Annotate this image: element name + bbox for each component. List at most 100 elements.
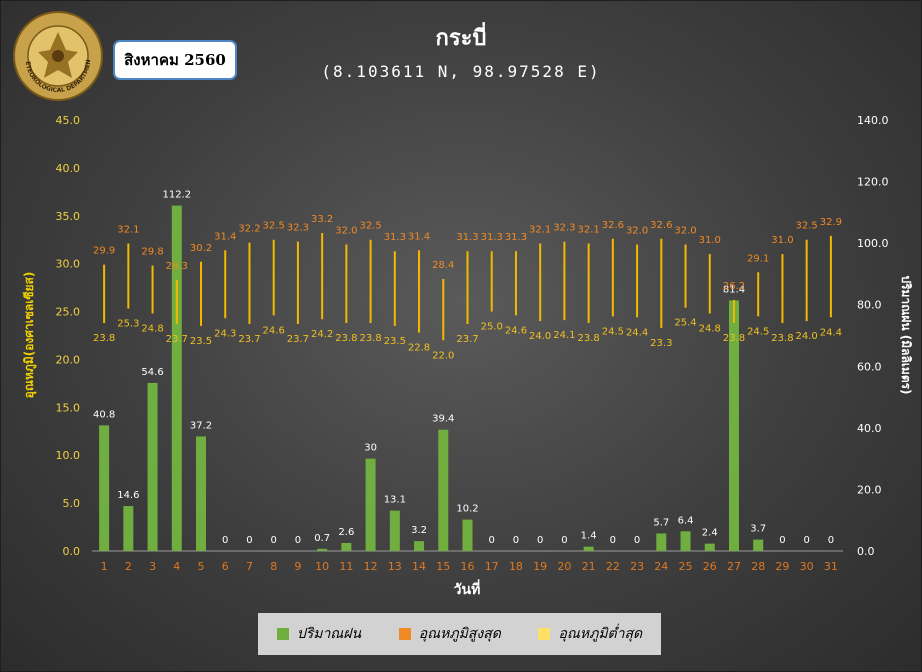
x-tick-label: 2	[125, 560, 132, 573]
tmin-data-label: 25.3	[117, 319, 139, 330]
tmax-data-label: 32.2	[238, 224, 260, 235]
rain-data-label: 0	[246, 535, 252, 546]
tmax-data-label: 32.0	[626, 226, 648, 237]
rain-data-label: 112.2	[162, 190, 191, 201]
rain-data-label: 2.6	[338, 527, 354, 538]
tmax-data-label: 26.2	[723, 281, 745, 292]
tmax-data-label: 31.4	[214, 231, 236, 242]
tmax-data-label: 32.0	[674, 226, 696, 237]
rain-data-label: 81.4	[723, 284, 745, 295]
y-right-tick-label: 80.0	[857, 299, 882, 312]
rain-bar	[656, 533, 667, 551]
tmax-data-label: 32.1	[117, 225, 139, 236]
y-left-tick-label: 25.0	[56, 306, 81, 319]
tmax-data-label: 32.6	[650, 220, 672, 231]
rain-bar	[171, 205, 182, 551]
tmax-data-label: 32.5	[263, 221, 285, 232]
x-tick-label: 7	[246, 560, 253, 573]
legend-label-rain: ปริมาณฝน	[296, 626, 362, 642]
rain-data-label: 30	[364, 443, 377, 454]
x-tick-label: 10	[315, 560, 329, 573]
tmin-data-label: 24.8	[699, 323, 721, 334]
x-tick-label: 9	[294, 560, 301, 573]
rain-bar	[704, 543, 715, 551]
y-left-tick-label: 30.0	[56, 258, 81, 271]
tmin-data-label: 23.7	[238, 334, 260, 345]
rain-bar	[728, 300, 739, 551]
tmin-data-label: 24.6	[505, 325, 527, 336]
rain-data-label: 2.4	[702, 528, 718, 539]
rain-bar	[414, 541, 425, 551]
tmax-data-label: 29.9	[93, 246, 115, 257]
tmin-data-label: 24.3	[214, 328, 236, 339]
tmax-data-label: 32.5	[796, 221, 818, 232]
x-tick-label: 11	[339, 560, 353, 573]
legend-swatch-rain	[276, 628, 289, 640]
rain-data-label: 0	[561, 535, 567, 546]
tmax-data-label: 33.2	[311, 214, 333, 225]
x-tick-label: 28	[751, 560, 765, 573]
x-tick-label: 19	[533, 560, 547, 573]
tmin-data-label: 24.4	[626, 327, 648, 338]
legend: ปริมาณฝน อุณหภูมิสูงสุด อุณหภูมิต่ำสุด	[258, 613, 661, 655]
rain-data-label: 40.8	[93, 409, 115, 420]
y-left-tick-label: 10.0	[56, 449, 81, 462]
rain-data-label: 0	[513, 535, 519, 546]
y-axis-right-label: ปริมาณฝน (มิลลิเมตร)	[899, 275, 913, 394]
rain-bar	[389, 510, 400, 551]
tmin-data-label: 24.4	[820, 327, 842, 338]
x-tick-label: 29	[775, 560, 789, 573]
rain-bar	[753, 539, 764, 551]
tmax-data-label: 31.3	[456, 232, 478, 243]
legend-label-tmax: อุณหภูมิสูงสุด	[418, 626, 501, 642]
tmin-data-label: 23.8	[93, 333, 115, 344]
x-tick-label: 27	[727, 560, 741, 573]
tmax-data-label: 31.0	[771, 235, 793, 246]
legend-item-tmin: อุณหภูมิต่ำสุด	[538, 623, 642, 645]
tmax-data-label: 31.3	[481, 232, 503, 243]
rain-data-label: 0	[222, 535, 228, 546]
x-tick-label: 17	[485, 560, 499, 573]
x-tick-label: 18	[509, 560, 523, 573]
rain-data-label: 13.1	[384, 495, 406, 506]
rain-data-label: 0	[828, 535, 834, 546]
x-tick-label: 31	[824, 560, 838, 573]
x-tick-label: 1	[101, 560, 108, 573]
rain-bar	[438, 429, 449, 551]
y-right-tick-label: 60.0	[857, 360, 882, 373]
legend-swatch-tmax	[398, 628, 411, 640]
rain-bar	[317, 548, 328, 551]
chart-title: กระบี่	[435, 26, 487, 51]
tmax-data-label: 32.9	[820, 217, 842, 228]
axes-group: 0.05.010.015.020.025.030.035.040.045.00.…	[56, 114, 889, 573]
rain-bar	[583, 546, 594, 551]
tmin-data-label: 24.5	[747, 326, 769, 337]
tmax-data-label: 31.4	[408, 231, 430, 242]
x-tick-label: 22	[606, 560, 620, 573]
y-left-tick-label: 40.0	[56, 162, 81, 175]
tmin-data-label: 24.0	[529, 331, 551, 342]
x-tick-label: 16	[461, 560, 475, 573]
tmin-data-label: 23.7	[166, 334, 188, 345]
y-right-tick-label: 100.0	[857, 237, 889, 250]
y-right-tick-label: 140.0	[857, 114, 889, 127]
y-right-tick-label: 0.0	[857, 545, 875, 558]
rain-data-label: 0	[610, 535, 616, 546]
x-tick-label: 3	[149, 560, 156, 573]
tmin-data-label: 25.4	[674, 318, 696, 329]
y-left-tick-label: 5.0	[63, 497, 81, 510]
rain-data-label: 0.7	[314, 533, 330, 544]
rain-data-label: 37.2	[190, 420, 212, 431]
tmin-data-label: 24.5	[602, 326, 624, 337]
rain-data-label: 54.6	[141, 367, 163, 378]
tmax-data-label: 29.8	[141, 247, 163, 258]
tmax-data-label: 31.3	[384, 232, 406, 243]
tmin-data-label: 24.1	[553, 330, 575, 341]
x-tick-label: 25	[679, 560, 693, 573]
tmin-data-label: 24.0	[796, 331, 818, 342]
tmin-data-label: 23.5	[190, 336, 212, 347]
tmax-data-label: 32.3	[553, 223, 575, 234]
x-tick-label: 14	[412, 560, 426, 573]
meteorological-department-seal-icon: METEOROLOGICAL DEPARTMENT	[12, 10, 103, 101]
tmin-data-label: 25.0	[481, 322, 503, 333]
